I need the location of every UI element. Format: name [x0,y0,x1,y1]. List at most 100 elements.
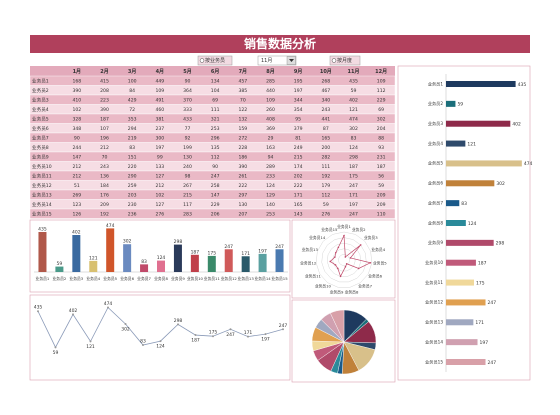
bar [241,256,250,272]
cell: 236 [128,212,137,218]
cell: 70 [240,98,246,104]
cell: 243 [100,164,109,170]
cell: 186 [238,155,247,161]
pie-slice [330,309,345,343]
cell: 187 [377,164,386,170]
cell: 321 [211,117,220,123]
radar-web [327,242,361,277]
cell: 276 [321,212,330,218]
person-label: 按业务员 [205,57,225,64]
radar-point [344,265,347,268]
radar-label: 业务员11 [305,274,322,279]
cell: 127 [155,174,164,180]
y-tick-label: 业务员6 [428,180,444,187]
bar [446,81,516,87]
cell: 212 [155,183,164,189]
data-label: 187 [478,261,487,267]
data-label: 435 [38,226,47,232]
radar-label: 业务员12 [300,260,317,265]
data-label: 121 [89,255,98,261]
table-header [30,66,395,76]
radio[interactable] [331,58,337,63]
cell: 51 [74,183,80,189]
cell: 296 [211,136,220,142]
bar [173,244,182,272]
row-label: 业务员6 [32,125,49,132]
x-tick-label: 业务员13 [238,276,255,281]
data-label: 247 [488,300,497,306]
cell: 130 [183,155,192,161]
data-label: 197 [261,337,270,343]
cell: 165 [294,202,303,208]
cell: 102 [72,107,81,113]
month-dropdown[interactable] [257,55,297,66]
radio[interactable] [199,58,205,63]
cell: 56 [378,174,384,180]
cell: 290 [128,174,137,180]
cell: 247 [211,174,220,180]
radar-label: 业务员3 [364,235,378,240]
cell: 233 [266,174,275,180]
cell: 72 [129,107,135,113]
point [54,346,57,349]
column-header: 4月 [156,68,164,75]
data-label: 402 [69,308,78,314]
data-label: 402 [72,230,81,236]
bar [446,140,466,147]
bar [38,231,47,272]
y-tick-label: 业务员4 [428,140,444,147]
cell: 159 [238,126,247,132]
cell: 84 [129,88,135,94]
bar [446,339,478,346]
cell: 429 [128,98,137,104]
cell: 364 [183,88,192,94]
x-tick-label: 业务员5 [103,276,117,281]
bar [446,200,460,207]
data-label: 302 [496,181,505,187]
data-label: 435 [518,82,527,88]
cell: 228 [238,145,247,151]
column-header: 5月 [183,68,191,75]
cell: 247 [349,212,358,218]
radar-point [345,262,348,265]
cell: 94 [268,155,274,161]
cell: 215 [294,155,303,161]
radar-web [338,254,350,266]
bar [258,253,267,272]
cell: 269 [72,193,81,199]
cell: 134 [211,79,220,85]
column-header: 10月 [320,68,332,75]
cell: 200 [321,145,330,151]
cell: 69 [378,107,384,113]
column-header: 12月 [375,68,387,75]
point [194,334,197,337]
cell: 410 [72,98,81,104]
cell: 83 [351,136,357,142]
data-label: 83 [140,339,146,345]
cell: 83 [129,145,135,151]
radar-point [334,256,336,258]
month-button[interactable] [329,55,361,66]
point [89,340,92,343]
bar [446,100,456,107]
row-label: 业务员9 [32,154,49,161]
cell: 204 [377,126,386,132]
cell: 90 [74,136,80,142]
cell: 244 [72,145,81,151]
cell: 354 [294,107,303,113]
y-tick-label: 业务员9 [428,239,444,246]
y-tick-label: 业务员7 [428,199,444,206]
cell: 126 [72,212,81,218]
cell: 209 [377,202,386,208]
column-header: 8月 [266,68,274,75]
data-label: 247 [279,323,288,329]
point [264,333,267,336]
data-label: 302 [123,239,132,245]
cell: 163 [266,145,275,151]
cell: 260 [266,107,275,113]
person-button[interactable] [197,55,233,66]
row-label: 业务员3 [32,97,49,104]
data-label: 83 [141,259,147,265]
point [229,328,232,331]
title-bar [30,35,530,53]
